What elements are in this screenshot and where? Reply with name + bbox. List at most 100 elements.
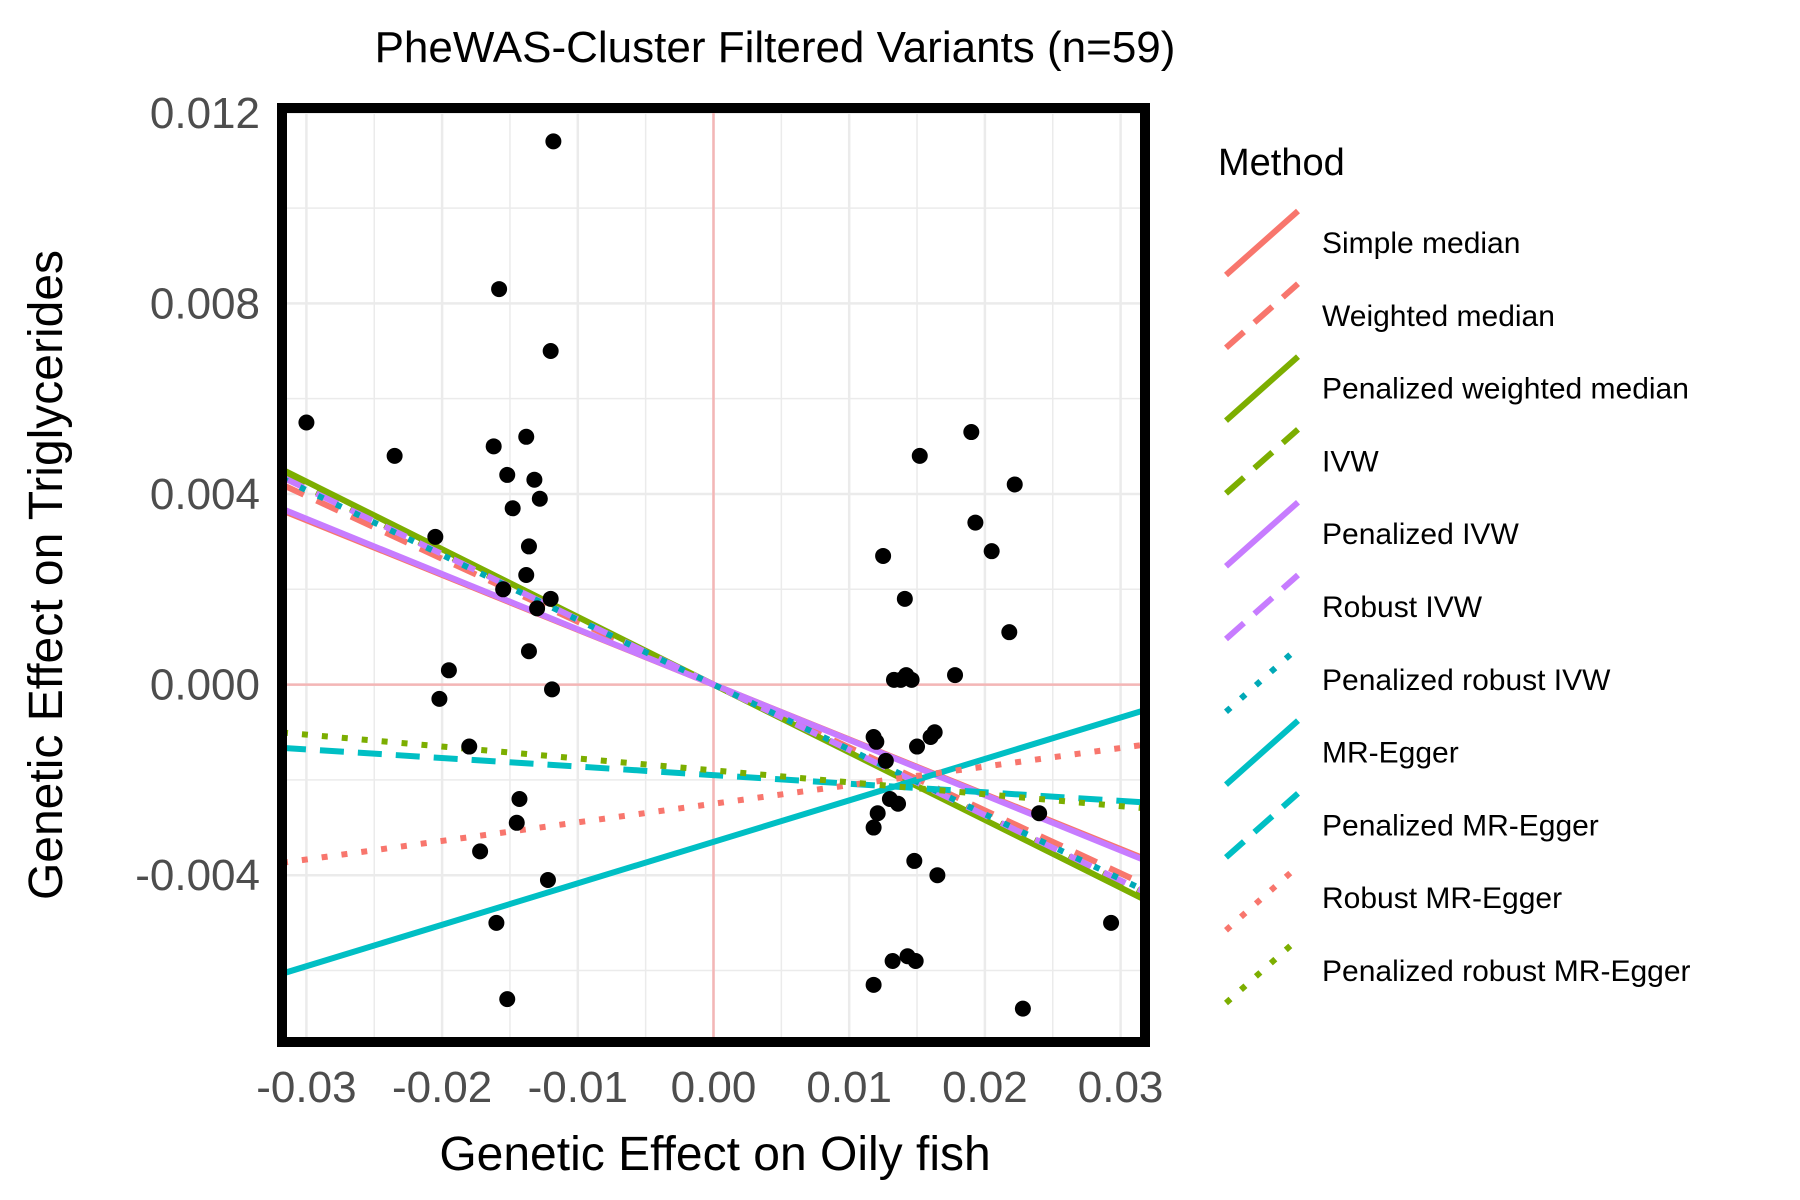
legend-label: Penalized robust MR-Egger: [1322, 955, 1691, 988]
data-point: [472, 843, 489, 860]
data-point: [967, 514, 984, 531]
data-point: [545, 133, 562, 150]
legend-title: Method: [1218, 142, 1345, 184]
legend-item-robust-mr-egger: Robust MR-Egger: [1224, 863, 1562, 933]
data-point: [518, 567, 535, 583]
data-point: [1031, 805, 1048, 822]
x-axis-label: Genetic Effect on Oily fish: [439, 1128, 990, 1181]
y-tick-label: -0.004: [135, 851, 260, 900]
data-point: [963, 424, 980, 441]
fit-line-robust-mr-egger: [282, 741, 1145, 866]
legend-label: Penalized weighted median: [1322, 373, 1689, 406]
data-point: [1014, 1000, 1031, 1017]
legend-item-penalized-weighted-median: Penalized weighted median: [1224, 354, 1689, 423]
legend-label: IVW: [1322, 445, 1379, 478]
data-point: [884, 952, 901, 969]
data-point: [499, 991, 516, 1008]
y-tick-label: 0.000: [150, 661, 260, 710]
plot-border: [277, 103, 1150, 1047]
legend-label: Penalized IVW: [1322, 518, 1519, 551]
x-tick-label: 0.03: [1078, 1063, 1164, 1112]
legend-key: [1224, 208, 1300, 278]
data-point: [875, 547, 892, 564]
data-point: [495, 581, 512, 598]
y-tick-label: 0.012: [150, 89, 260, 138]
data-point: [511, 790, 528, 807]
legend-key: [1224, 718, 1300, 787]
data-point: [520, 643, 537, 660]
y-tick-label: 0.008: [150, 279, 260, 328]
data-point: [508, 814, 525, 831]
legend-key: [1224, 863, 1300, 933]
y-tick-label: 0.004: [150, 470, 260, 519]
legend-label: Robust IVW: [1322, 591, 1483, 624]
legend-key: [1224, 499, 1300, 569]
legend-item-mr-egger: MR-Egger: [1224, 718, 1459, 787]
x-tick-label: 0.02: [942, 1063, 1028, 1112]
data-points: [298, 133, 1120, 1017]
data-point: [877, 752, 894, 769]
data-point: [909, 738, 926, 755]
data-point: [461, 738, 478, 755]
fit-lines: [282, 466, 1145, 977]
legend-item-penalized-robust-mr-egger: Penalized robust MR-Egger: [1224, 936, 1691, 1006]
data-point: [868, 733, 885, 750]
fit-line-penalized-mr-egger: [282, 744, 1145, 806]
data-point: [983, 543, 1000, 560]
data-point: [298, 414, 315, 431]
legend-items: Simple median Weighted median Penalized we…: [1224, 208, 1691, 1006]
data-point: [896, 590, 913, 607]
data-point: [1103, 914, 1120, 931]
data-point: [518, 428, 535, 445]
data-point: [542, 343, 559, 360]
data-point: [485, 438, 502, 455]
x-tick-label: 0.01: [806, 1063, 892, 1112]
legend-label: Penalized MR-Egger: [1322, 809, 1599, 842]
data-point: [529, 600, 546, 617]
legend-item-penalized-ivw: Penalized IVW: [1224, 499, 1519, 569]
fit-line-robust-ivw: [282, 474, 1145, 895]
data-point: [869, 805, 886, 822]
data-point: [427, 528, 444, 545]
x-tick-label: -0.01: [528, 1063, 628, 1112]
legend-key: [1224, 354, 1300, 423]
data-point: [539, 871, 556, 888]
data-point: [544, 681, 561, 698]
legend-label: Penalized robust IVW: [1322, 664, 1611, 697]
x-tick-label: 0.00: [671, 1063, 757, 1112]
data-point: [890, 795, 907, 812]
y-axis-label: Genetic Effect on Triglycerides: [20, 250, 73, 900]
legend-item-robust-ivw: Robust IVW: [1224, 572, 1483, 642]
y-axis-ticks: -0.004 0.000 0.004 0.008 0.012: [135, 89, 260, 900]
legend-label: MR-Egger: [1322, 737, 1459, 770]
legend-key: [1224, 427, 1300, 496]
data-point: [929, 867, 946, 884]
data-point: [520, 538, 537, 555]
data-point: [926, 724, 943, 741]
data-point: [526, 471, 543, 488]
legend-item-weighted-median: Weighted median: [1224, 281, 1555, 351]
x-tick-label: -0.02: [392, 1063, 492, 1112]
data-point: [531, 490, 548, 507]
data-point: [499, 466, 516, 483]
data-point: [1006, 476, 1023, 493]
x-axis-ticks: -0.03 -0.02 -0.01 0.00 0.01 0.02 0.03: [256, 1063, 1163, 1112]
legend-key: [1224, 281, 1300, 351]
legend-key: [1224, 936, 1300, 1006]
legend-item-penalized-mr-egger: Penalized MR-Egger: [1224, 791, 1599, 860]
legend-item-penalized-robust-ivw: Penalized robust IVW: [1224, 645, 1611, 715]
chart-title: PheWAS-Cluster Filtered Variants (n=59): [375, 23, 1176, 72]
legend-item-ivw: IVW: [1224, 427, 1379, 496]
legend-label: Robust MR-Egger: [1322, 882, 1562, 915]
data-point: [504, 500, 521, 517]
legend-key: [1224, 645, 1300, 715]
legend-label: Weighted median: [1322, 300, 1555, 333]
fit-line-mr-egger: [282, 707, 1145, 977]
data-point: [1001, 624, 1018, 641]
data-point: [865, 819, 882, 836]
data-point: [488, 914, 505, 931]
data-point: [542, 590, 559, 607]
legend-label: Simple median: [1322, 227, 1520, 260]
legend-key: [1224, 791, 1300, 860]
